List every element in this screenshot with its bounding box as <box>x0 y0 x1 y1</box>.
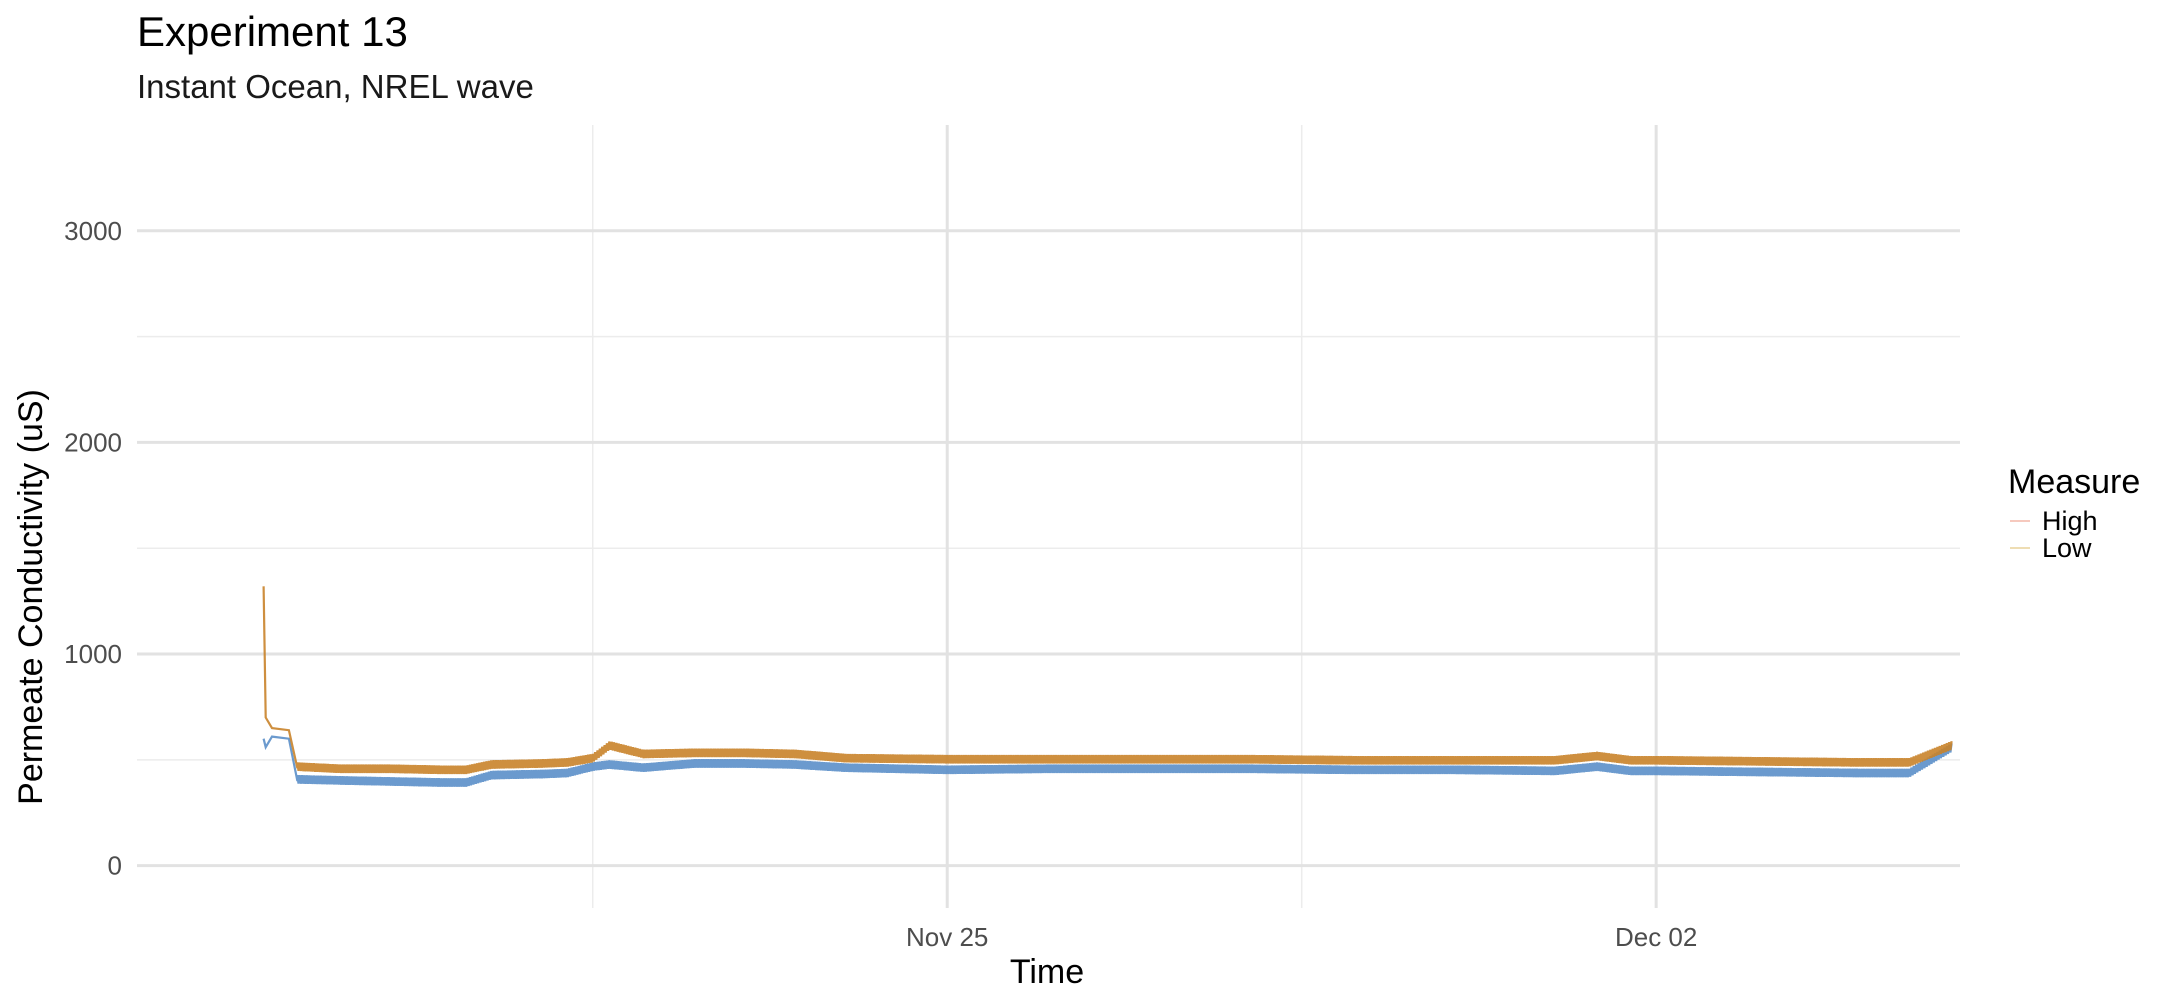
series-layer <box>262 586 1953 787</box>
y-tick-label: 3000 <box>64 216 122 246</box>
y-tick-label: 2000 <box>64 427 122 457</box>
legend-label-low: Low <box>2042 533 2092 563</box>
y-axis-ticks: 0 1000 2000 3000 <box>64 216 122 881</box>
series-line-low <box>262 735 1953 787</box>
chart-subtitle: Instant Ocean, NREL wave <box>137 68 534 105</box>
grid-major <box>137 125 1960 908</box>
series-line-high <box>262 586 1953 775</box>
grid-minor <box>137 125 1960 908</box>
x-tick-label: Nov 25 <box>906 922 988 952</box>
y-axis-title: Permeate Conductivity (uS) <box>12 389 50 805</box>
x-axis-ticks: Nov 25 Dec 02 <box>906 922 1697 952</box>
y-tick-label: 0 <box>108 851 122 881</box>
legend-title: Measure <box>2008 463 2140 501</box>
x-axis-title: Time <box>1010 953 1084 991</box>
legend-label-high: High <box>2042 506 2098 536</box>
x-tick-label: Dec 02 <box>1615 922 1697 952</box>
chart-title: Experiment 13 <box>137 8 408 55</box>
y-tick-label: 1000 <box>64 639 122 669</box>
